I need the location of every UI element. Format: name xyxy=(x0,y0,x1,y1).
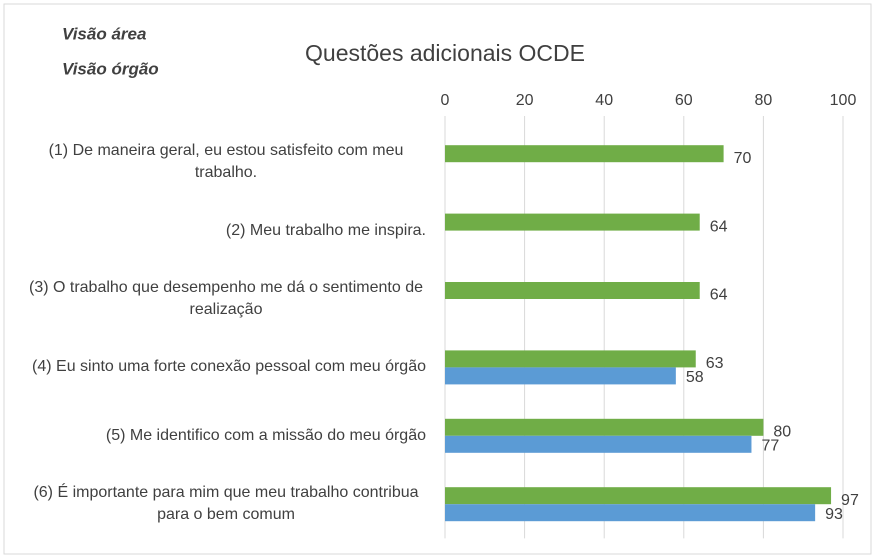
legend-entry: Visão órgão xyxy=(62,59,159,78)
x-tick-label: 80 xyxy=(755,92,773,109)
data-label: 64 xyxy=(710,218,728,235)
category-label: (6) É importante para mim que meu trabal… xyxy=(33,484,419,524)
x-tick-label: 40 xyxy=(595,92,613,109)
bar xyxy=(445,487,832,505)
data-label: 58 xyxy=(686,369,704,386)
x-tick-label: 60 xyxy=(675,92,693,109)
data-label: 93 xyxy=(825,506,843,523)
bar xyxy=(445,435,752,453)
data-label: 80 xyxy=(773,424,791,441)
bar xyxy=(445,367,676,385)
data-label: 63 xyxy=(706,355,724,372)
bar xyxy=(445,504,816,522)
legend-entry: Visão área xyxy=(62,24,146,43)
category-label: (4) Eu sinto uma forte conexão pessoal c… xyxy=(32,358,426,376)
bar xyxy=(445,350,696,368)
x-tick-label: 0 xyxy=(441,92,450,109)
category-label: (5) Me identifico com a missão do meu ór… xyxy=(105,426,426,444)
category-label: (3) O trabalho que desempenho me dá o se… xyxy=(28,279,424,318)
data-label: 77 xyxy=(761,438,779,455)
data-label: 64 xyxy=(710,287,728,304)
bar xyxy=(445,418,764,436)
data-label: 70 xyxy=(734,150,752,167)
bar xyxy=(445,145,724,163)
bar xyxy=(445,282,700,299)
chart-border xyxy=(3,3,872,555)
category-label: (1) De maneira geral, eu estou satisfeit… xyxy=(48,142,404,182)
chart-title: Questões adicionais OCDE xyxy=(305,40,585,66)
x-tick-label: 20 xyxy=(516,92,534,109)
bar xyxy=(445,213,700,231)
data-label: 97 xyxy=(841,492,859,509)
x-tick-label: 100 xyxy=(830,92,857,109)
category-label: (2) Meu trabalho me inspira. xyxy=(225,221,426,239)
